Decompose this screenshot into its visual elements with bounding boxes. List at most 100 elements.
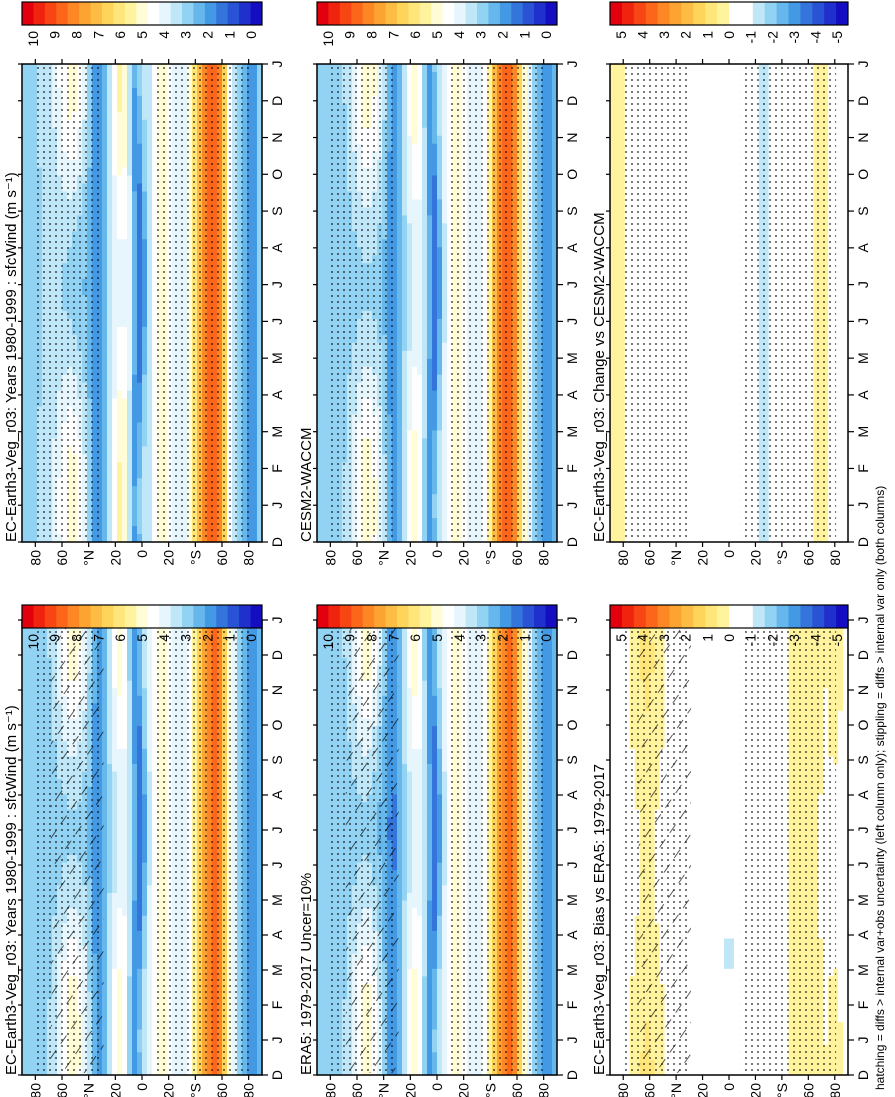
heatmap-cell: [22, 526, 28, 535]
heatmap-cell: [117, 247, 123, 256]
heatmap-cell: [27, 1029, 33, 1038]
heatmap-cell: [117, 223, 123, 232]
heatmap-cell: [127, 976, 133, 985]
heatmap-cell: [102, 999, 108, 1008]
heatmap-cell: [117, 673, 123, 682]
heatmap-cell: [102, 358, 108, 368]
heatmap-cell: [107, 642, 113, 651]
heatmap-cell: [112, 263, 118, 272]
heatmap-cell: [132, 119, 138, 129]
heatmap-cell: [112, 832, 118, 841]
heatmap-cell: [107, 870, 113, 879]
heatmap-cell: [252, 688, 258, 697]
heatmap-cell: [132, 657, 138, 667]
heatmap-cell: [117, 287, 123, 296]
heatmap-cell: [22, 802, 28, 811]
lat-tick-label: 80: [27, 1083, 43, 1097]
heatmap-cell: [127, 342, 133, 352]
heatmap-cell: [137, 877, 143, 887]
heatmap-cell: [147, 627, 153, 636]
heatmap-cell: [137, 79, 143, 89]
heatmap-cell: [127, 870, 133, 879]
heatmap-cell: [147, 207, 153, 216]
heatmap-cell: [147, 526, 153, 535]
heatmap-cell: [142, 334, 148, 344]
heatmap-cell: [22, 1037, 28, 1046]
heatmap-cell: [117, 191, 123, 201]
heatmap-cell: [257, 1059, 263, 1069]
heatmap-cell: [102, 502, 108, 511]
heatmap-cell: [117, 877, 123, 887]
heatmap-cell: [147, 976, 153, 985]
heatmap-cell: [127, 406, 133, 416]
heatmap-cell: [122, 695, 128, 705]
heatmap-cell: [102, 406, 108, 416]
heatmap-cell: [252, 968, 258, 978]
heatmap-cell: [117, 486, 123, 495]
heatmap-cell: [22, 809, 28, 818]
heatmap-cell: [117, 961, 123, 970]
heatmap-cell: [22, 64, 28, 73]
heatmap-cell: [132, 71, 138, 81]
heatmap-cell: [102, 271, 108, 280]
heatmap-cell: [117, 771, 123, 780]
heatmap-cell: [127, 271, 133, 280]
heatmap-cell: [257, 771, 263, 780]
heatmap-cell: [132, 726, 138, 735]
heatmap-cell: [112, 915, 118, 924]
heatmap-cell: [127, 885, 133, 894]
heatmap-cell: [137, 510, 143, 519]
heatmap-cell: [117, 279, 123, 288]
heatmap-cell: [27, 406, 33, 416]
heatmap-cell: [122, 961, 128, 970]
heatmap-cell: [142, 1059, 148, 1069]
heatmap-cell: [122, 398, 128, 408]
heatmap-cell: [137, 703, 143, 712]
heatmap-cell: [117, 999, 123, 1008]
heatmap-cell: [147, 968, 153, 978]
colorbar-swatch: [44, 605, 57, 628]
heatmap-cell: [22, 1044, 28, 1053]
heatmap-cell: [22, 1021, 28, 1031]
heatmap-cell: [137, 382, 143, 392]
heatmap-cell: [132, 430, 138, 440]
heatmap-cell: [137, 151, 143, 161]
heatmap-cell: [102, 438, 108, 447]
heatmap-cell: [102, 885, 108, 894]
heatmap-cell: [27, 953, 33, 962]
colorbar: 10 9 8 7 6 5 4 3 2 1 0: [21, 604, 263, 650]
heatmap-cell: [142, 938, 148, 947]
heatmap-cell: [147, 885, 153, 894]
heatmap-cell: [122, 900, 128, 909]
heatmap-cell: [132, 930, 138, 940]
heatmap-cell: [142, 287, 148, 296]
heatmap-cell: [257, 718, 263, 727]
heatmap-cell: [142, 824, 148, 833]
heatmap-cell: [127, 462, 133, 471]
heatmap-cell: [112, 1014, 118, 1023]
heatmap-cell: [27, 673, 33, 682]
heatmap-cell: [147, 430, 153, 440]
lat-tick-label: °N: [81, 1083, 97, 1097]
heatmap-cell: [27, 119, 33, 129]
heatmap-cell: [112, 127, 118, 137]
heatmap-cell: [107, 151, 113, 161]
heatmap-cell: [142, 1044, 148, 1053]
heatmap-cell: [142, 502, 148, 511]
heatmap-cell: [147, 953, 153, 962]
heatmap-cell: [107, 470, 113, 479]
heatmap-cell: [112, 518, 118, 527]
heatmap-cell: [22, 414, 28, 424]
heatmap-cell: [102, 824, 108, 833]
heatmap-cell: [127, 1037, 133, 1046]
heatmap-cell: [122, 342, 128, 352]
heatmap-cell: [102, 111, 108, 121]
heatmap-cell: [107, 486, 113, 495]
heatmap-cell: [107, 510, 113, 519]
heatmap-cell: [22, 342, 28, 352]
heatmap-cell: [107, 961, 113, 970]
heatmap-cell: [132, 711, 138, 720]
heatmap-cell: [117, 127, 123, 137]
heatmap-cell: [102, 1052, 108, 1061]
heatmap-cell: [147, 650, 153, 659]
